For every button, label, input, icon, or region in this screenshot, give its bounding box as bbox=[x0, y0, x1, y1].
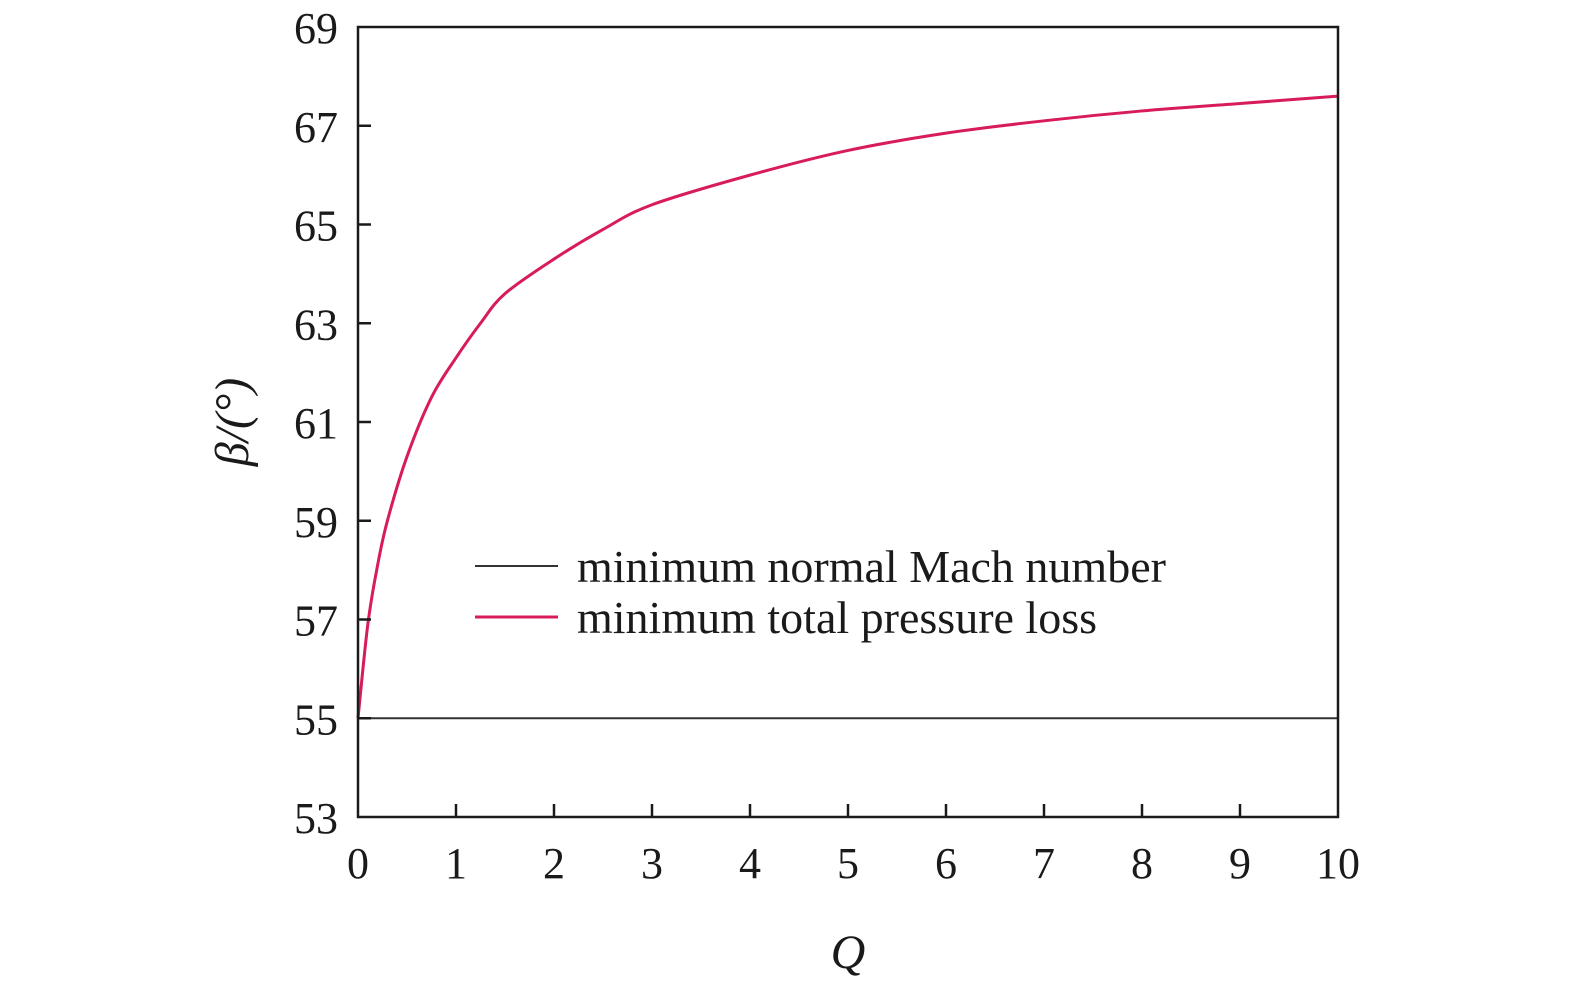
y-tick-label: 59 bbox=[294, 498, 338, 547]
y-tick-label: 69 bbox=[294, 4, 338, 53]
y-axis-ticks: 53 55 57 59 61 63 65 67 69 bbox=[294, 4, 371, 843]
x-tick-label: 2 bbox=[543, 839, 565, 888]
plot-frame bbox=[356, 25, 1340, 819]
x-tick-label: 1 bbox=[445, 839, 467, 888]
series-line-pressure-loss bbox=[356, 94, 1339, 719]
y-axis-title: β/(°) bbox=[206, 378, 259, 467]
legend: minimum normal Mach number minimum total… bbox=[475, 541, 1166, 643]
x-tick-label: 0 bbox=[347, 839, 369, 888]
y-tick-label: 61 bbox=[294, 399, 338, 448]
y-tick-label: 55 bbox=[294, 695, 338, 744]
x-axis-title: Q bbox=[831, 926, 866, 979]
y-tick-label: 67 bbox=[294, 103, 338, 152]
legend-label-mach: minimum normal Mach number bbox=[577, 541, 1166, 592]
x-axis-ticks: 0 1 2 3 4 5 6 7 8 9 10 bbox=[347, 804, 1360, 888]
x-tick-label: 9 bbox=[1229, 839, 1251, 888]
x-tick-label: 10 bbox=[1316, 839, 1360, 888]
y-tick-label: 57 bbox=[294, 597, 338, 646]
y-tick-label: 65 bbox=[294, 202, 338, 251]
x-tick-label: 3 bbox=[641, 839, 663, 888]
legend-label-pressure-loss: minimum total pressure loss bbox=[577, 592, 1097, 643]
y-tick-label: 63 bbox=[294, 300, 338, 349]
y-tick-label: 53 bbox=[294, 794, 338, 843]
x-tick-label: 6 bbox=[935, 839, 957, 888]
x-tick-label: 5 bbox=[837, 839, 859, 888]
x-tick-label: 7 bbox=[1033, 839, 1055, 888]
series-layer bbox=[356, 94, 1339, 720]
x-tick-label: 4 bbox=[739, 839, 761, 888]
x-tick-label: 8 bbox=[1131, 839, 1153, 888]
